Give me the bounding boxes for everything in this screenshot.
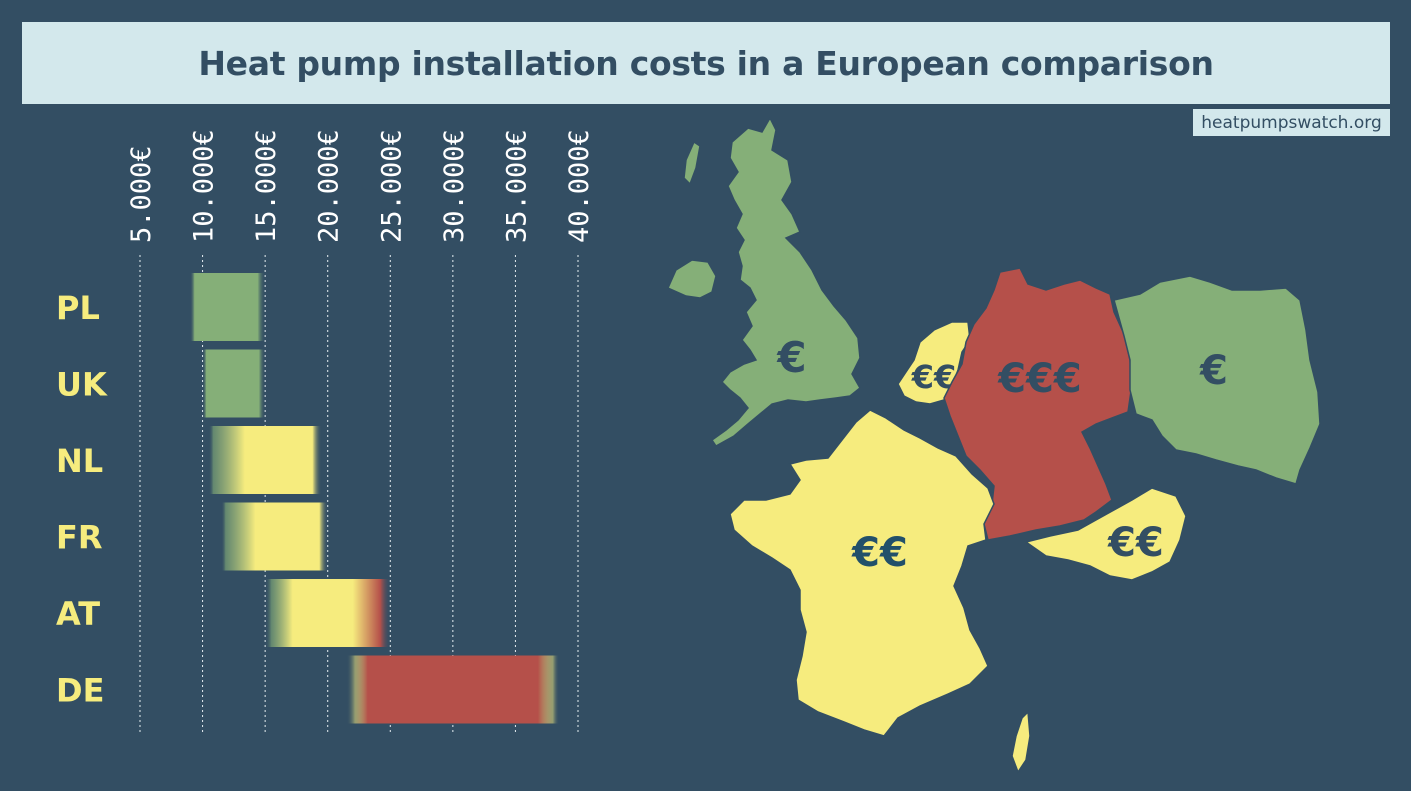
pl-shape xyxy=(1113,275,1321,485)
range-bar-fr xyxy=(221,502,328,571)
row-label-pl: PL xyxy=(56,289,100,327)
x-tick-label: 40.000€ xyxy=(564,129,595,243)
x-tick-label: 10.000€ xyxy=(189,129,220,243)
range-bar-nl xyxy=(208,426,322,494)
x-tick-label: 20.000€ xyxy=(314,129,345,243)
range-bar-de xyxy=(346,655,560,724)
uk-price-label: € xyxy=(776,333,806,382)
x-axis-ticks: 5.000€ 10.000€ 15.000€ 20.000€ 25.000€ 30.000… xyxy=(126,129,595,243)
title-banner: Heat pump installation costs in a Europe… xyxy=(22,22,1390,104)
at-shape xyxy=(1024,487,1187,581)
northern-ireland-shape xyxy=(667,259,717,299)
cost-range-chart: 5.000€ 10.000€ 15.000€ 20.000€ 25.000€ 30.000… xyxy=(56,129,595,735)
hebrides-shape xyxy=(683,140,701,186)
map-region-at: €€ xyxy=(1024,487,1187,581)
map-region-pl: € xyxy=(1113,275,1321,485)
x-tick-label: 25.000€ xyxy=(376,129,407,243)
de-shape xyxy=(943,267,1133,541)
x-tick-label: 15.000€ xyxy=(251,129,282,243)
x-tick-label: 35.000€ xyxy=(501,129,532,243)
row-label-de: DE xyxy=(56,672,104,710)
row-label-fr: FR xyxy=(56,519,103,557)
chart-title: Heat pump installation costs in a Europe… xyxy=(198,43,1214,83)
x-tick-label: 5.000€ xyxy=(126,145,157,243)
fr-price-label: €€ xyxy=(851,530,908,576)
map-region-de: €€€ xyxy=(943,267,1133,541)
map-region-uk: € xyxy=(667,116,861,447)
row-label-nl: NL xyxy=(56,442,103,480)
pl-price-label: € xyxy=(1199,348,1228,394)
de-price-label: €€€ xyxy=(997,356,1082,402)
map-region-fr: €€ xyxy=(729,409,1031,774)
fr-shape xyxy=(729,409,995,737)
row-labels: PL UK NL FR AT DE xyxy=(56,289,108,710)
at-price-label: €€ xyxy=(1107,520,1164,566)
bars xyxy=(190,273,560,724)
range-bar-uk xyxy=(202,349,266,418)
uk-shape xyxy=(710,116,861,447)
row-label-uk: UK xyxy=(56,366,108,404)
row-label-at: AT xyxy=(56,595,100,633)
corsica-shape xyxy=(1011,710,1031,774)
source-badge: heatpumpswatch.org xyxy=(1193,109,1390,136)
range-bar-at xyxy=(265,579,391,647)
x-tick-label: 30.000€ xyxy=(439,129,470,243)
range-bar-pl xyxy=(190,273,266,341)
